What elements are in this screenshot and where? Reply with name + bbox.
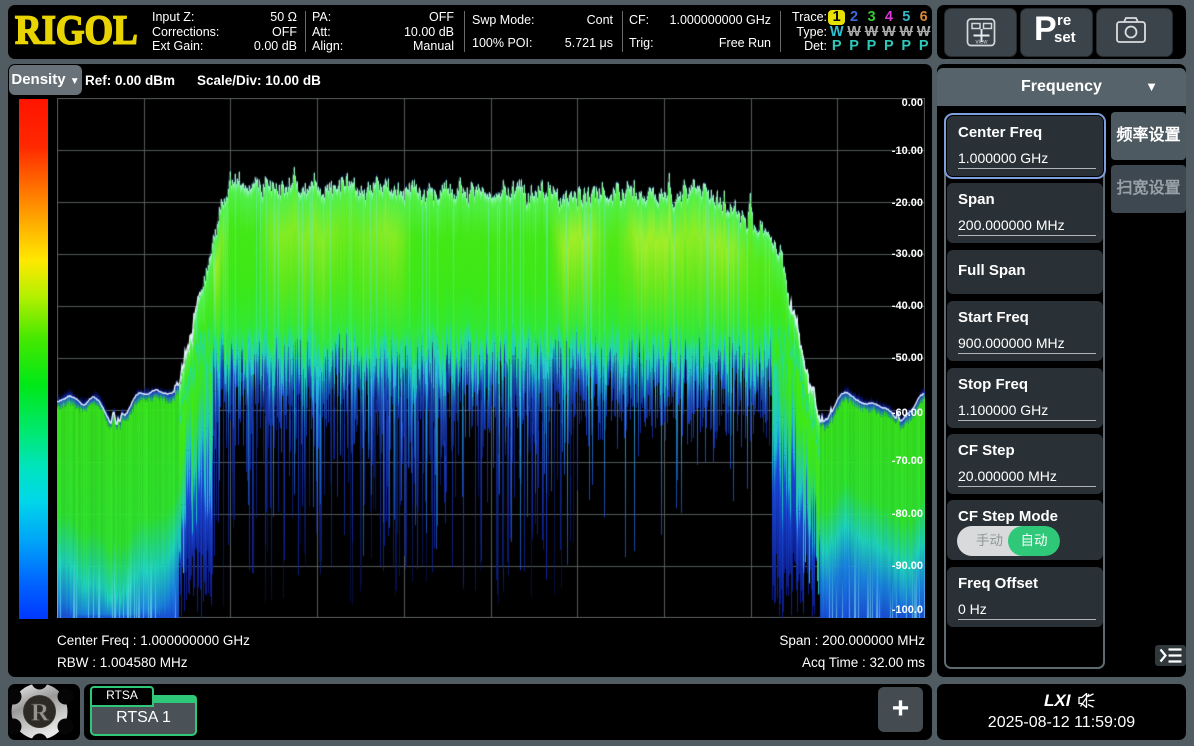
svg-text:view: view [975, 40, 988, 46]
svg-text:R: R [31, 700, 50, 727]
